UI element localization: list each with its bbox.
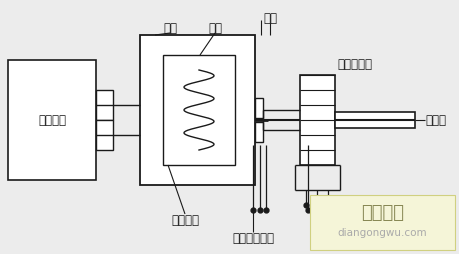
Bar (96, 90, 113, 120)
Bar (334, 112, 414, 128)
Bar (140, 35, 254, 185)
Bar (309, 195, 454, 250)
Text: 励磁绕组: 励磁绕组 (171, 214, 199, 227)
Text: 电工之屋: 电工之屋 (360, 204, 403, 222)
Bar (162, 55, 235, 165)
Bar (254, 122, 263, 142)
Text: 输出轴: 输出轴 (424, 114, 445, 126)
Bar (8, 60, 96, 180)
Text: 测速发电机: 测速发电机 (337, 58, 372, 71)
Text: 滑环: 滑环 (263, 11, 276, 24)
Text: 电枢: 电枢 (207, 22, 222, 35)
Text: diangongwu.com: diangongwu.com (337, 228, 426, 238)
Bar (96, 120, 113, 150)
Bar (299, 75, 334, 165)
Text: 磁极: 磁极 (162, 22, 177, 35)
Text: 调速直流输入: 调速直流输入 (231, 231, 274, 245)
Text: 电机转子: 电机转子 (38, 114, 66, 126)
Bar (254, 98, 263, 118)
